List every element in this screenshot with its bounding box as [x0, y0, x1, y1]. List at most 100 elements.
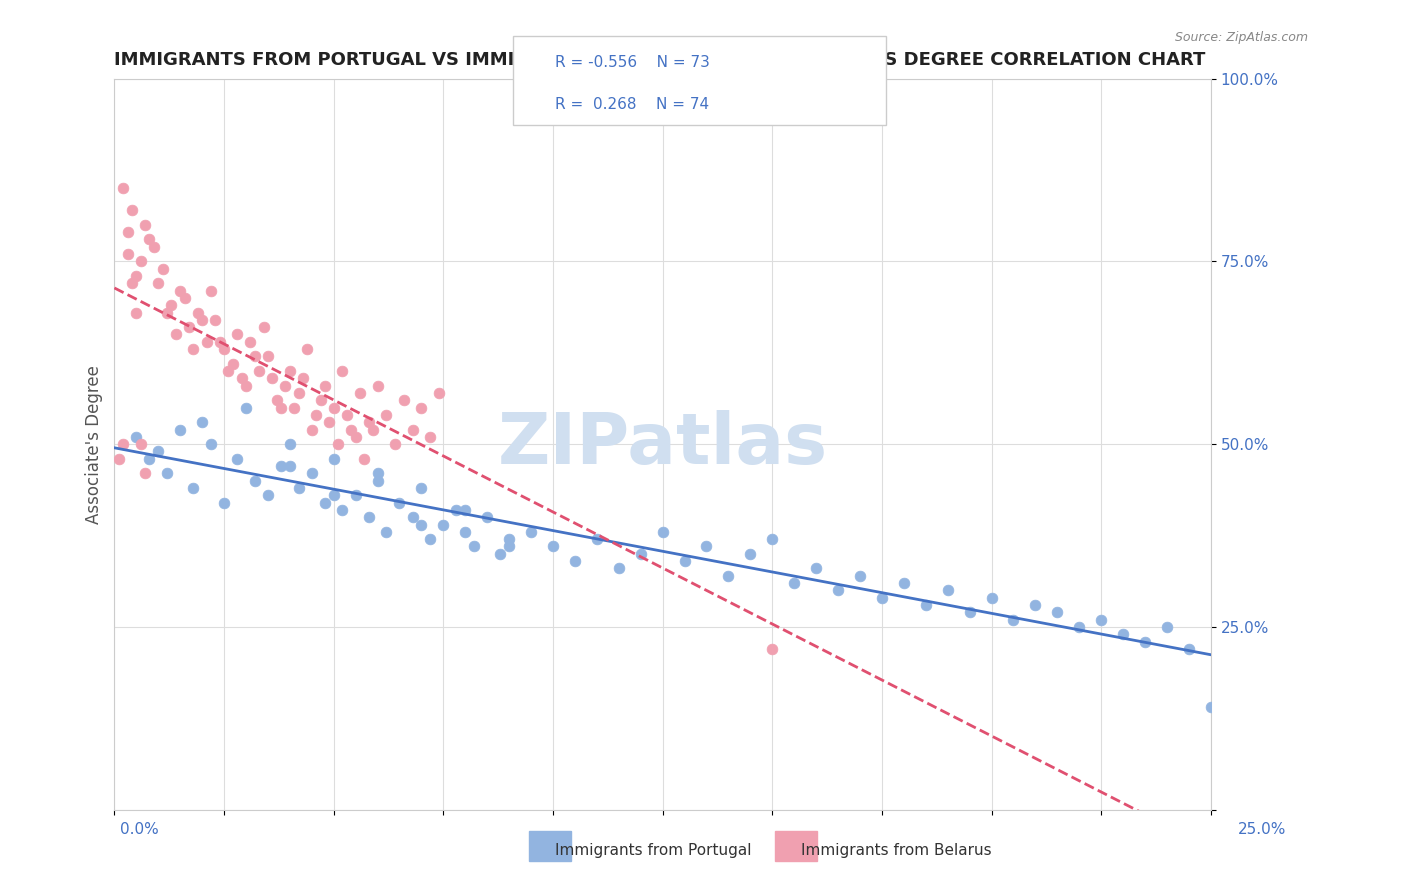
- Point: [142, 240, 165, 254]
- Point: [332, 364, 354, 378]
- Point: [783, 576, 806, 591]
- Text: IMMIGRANTS FROM PORTUGAL VS IMMIGRANTS FROM BELARUS ASSOCIATE'S DEGREE CORRELATI: IMMIGRANTS FROM PORTUGAL VS IMMIGRANTS F…: [114, 51, 1206, 69]
- Point: [125, 430, 148, 444]
- Point: [477, 510, 499, 524]
- Point: [870, 591, 893, 605]
- Point: [411, 401, 433, 415]
- Point: [630, 547, 652, 561]
- Point: [283, 401, 305, 415]
- Point: [322, 488, 344, 502]
- Point: [191, 415, 214, 429]
- Point: [274, 378, 297, 392]
- Point: [1090, 613, 1112, 627]
- Point: [804, 561, 827, 575]
- Point: [252, 320, 274, 334]
- Point: [411, 517, 433, 532]
- Point: [191, 313, 214, 327]
- Point: [936, 583, 959, 598]
- Point: [914, 598, 936, 612]
- Point: [212, 342, 235, 356]
- Point: [607, 561, 630, 575]
- Point: [195, 334, 218, 349]
- Point: [695, 540, 717, 554]
- Point: [349, 386, 371, 401]
- Point: [1156, 620, 1178, 634]
- Point: [112, 181, 135, 195]
- Point: [129, 254, 152, 268]
- Point: [169, 423, 191, 437]
- Point: [959, 605, 981, 619]
- Point: [235, 378, 257, 392]
- Point: [344, 430, 367, 444]
- Point: [388, 495, 411, 509]
- Point: [322, 451, 344, 466]
- Point: [177, 320, 200, 334]
- Point: [278, 458, 301, 473]
- Point: [117, 247, 139, 261]
- Point: [243, 350, 266, 364]
- Point: [121, 277, 143, 291]
- Point: [125, 268, 148, 283]
- Point: [980, 591, 1002, 605]
- Point: [498, 532, 520, 546]
- Point: [1199, 700, 1222, 714]
- Text: R = -0.556    N = 73: R = -0.556 N = 73: [555, 55, 710, 70]
- Point: [541, 540, 564, 554]
- Point: [322, 401, 344, 415]
- Point: [849, 568, 872, 582]
- Point: [893, 576, 915, 591]
- Text: R =  0.268    N = 74: R = 0.268 N = 74: [555, 97, 710, 112]
- Point: [673, 554, 696, 568]
- Point: [305, 408, 328, 422]
- Point: [262, 371, 284, 385]
- Text: ZIPatlas: ZIPatlas: [498, 409, 828, 479]
- Point: [357, 510, 380, 524]
- Point: [121, 203, 143, 218]
- Point: [112, 437, 135, 451]
- Point: [138, 232, 160, 246]
- Point: [332, 503, 354, 517]
- Point: [107, 451, 129, 466]
- Point: [344, 488, 367, 502]
- Point: [1178, 641, 1201, 656]
- Point: [314, 495, 336, 509]
- Point: [291, 371, 314, 385]
- Point: [367, 378, 389, 392]
- Point: [173, 291, 195, 305]
- Point: [564, 554, 586, 568]
- Point: [375, 524, 398, 539]
- Point: [278, 437, 301, 451]
- Text: Immigrants from Belarus: Immigrants from Belarus: [801, 843, 993, 857]
- Point: [454, 503, 477, 517]
- Point: [717, 568, 740, 582]
- Point: [740, 547, 762, 561]
- Text: Source: ZipAtlas.com: Source: ZipAtlas.com: [1174, 31, 1308, 45]
- Point: [1002, 613, 1025, 627]
- Point: [156, 305, 179, 319]
- Point: [446, 503, 468, 517]
- Point: [427, 386, 450, 401]
- Point: [134, 218, 156, 232]
- Point: [1069, 620, 1091, 634]
- Point: [156, 467, 179, 481]
- Point: [309, 393, 332, 408]
- Point: [165, 327, 187, 342]
- Point: [336, 408, 359, 422]
- Point: [222, 357, 245, 371]
- Point: [432, 517, 454, 532]
- Text: Immigrants from Portugal: Immigrants from Portugal: [555, 843, 752, 857]
- Point: [301, 423, 323, 437]
- Point: [152, 261, 174, 276]
- Point: [200, 437, 222, 451]
- Point: [314, 378, 336, 392]
- Point: [301, 467, 323, 481]
- Point: [278, 364, 301, 378]
- Point: [1133, 634, 1156, 648]
- Point: [226, 327, 249, 342]
- Point: [392, 393, 415, 408]
- Point: [1024, 598, 1046, 612]
- Point: [217, 364, 239, 378]
- Point: [208, 334, 231, 349]
- Point: [297, 342, 319, 356]
- Point: [183, 342, 205, 356]
